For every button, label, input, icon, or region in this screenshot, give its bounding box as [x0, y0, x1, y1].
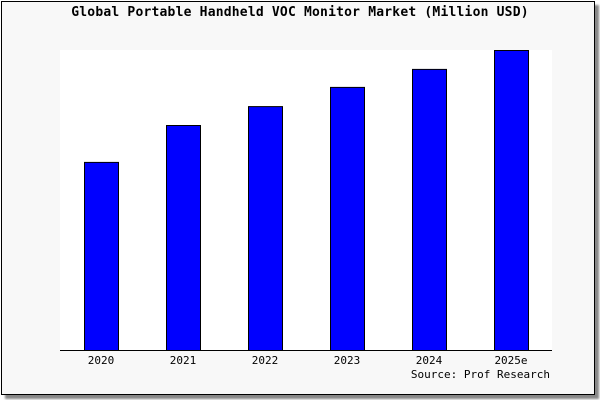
bar-2024: [412, 68, 447, 352]
x-tick-label: 2020: [88, 354, 115, 367]
bar-2020: [84, 161, 119, 351]
bar-2023: [330, 86, 365, 352]
x-tick-label: 2022: [252, 354, 279, 367]
x-tick-label: 2021: [170, 354, 197, 367]
x-tick-label: 2023: [334, 354, 361, 367]
bar-2025e: [494, 50, 529, 351]
x-tick-label: 2025e: [494, 354, 527, 367]
bar-2022: [248, 106, 283, 351]
bar-2021: [166, 125, 201, 351]
x-tick-label: 2024: [416, 354, 443, 367]
source-note: Source: Prof Research: [410, 368, 550, 381]
plot-area: [60, 50, 552, 350]
chart-title: Global Portable Handheld VOC Monitor Mar…: [71, 5, 529, 20]
